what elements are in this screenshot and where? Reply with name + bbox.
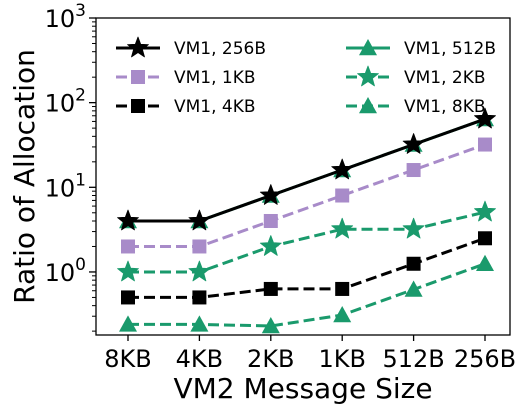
data-point xyxy=(402,217,425,239)
series-line xyxy=(128,143,486,248)
legend-label: VM1, 4KB xyxy=(174,97,256,117)
data-point xyxy=(476,254,494,271)
series-line xyxy=(128,236,486,299)
data-point xyxy=(117,209,139,231)
legend-marker xyxy=(357,65,379,87)
legend-label: VM1, 256B xyxy=(174,39,266,59)
data-point xyxy=(406,256,421,271)
data-point xyxy=(119,315,137,332)
data-point xyxy=(192,239,207,254)
legend-entry: VM1, 2KB xyxy=(346,65,486,88)
legend-label: VM1, 1KB xyxy=(174,68,256,88)
legend-entry: VM1, 8KB xyxy=(346,97,486,117)
data-point xyxy=(121,239,135,254)
series-line xyxy=(128,210,486,274)
legend-marker xyxy=(359,97,377,114)
y-tick-label-base: 10 xyxy=(45,90,76,118)
data-point xyxy=(406,163,421,178)
series-group xyxy=(117,200,496,282)
data-point xyxy=(263,213,278,228)
series-line xyxy=(128,117,486,223)
series-group xyxy=(121,231,492,305)
data-point xyxy=(474,107,496,129)
y-axis-title: Ratio of Allocation xyxy=(8,49,41,304)
legend-entry: VM1, 512B xyxy=(346,39,496,59)
legend-marker xyxy=(127,36,149,58)
data-point xyxy=(478,231,492,246)
y-tick-label-base: 10 xyxy=(45,259,76,287)
data-point xyxy=(335,281,350,296)
y-tick-label: 101 xyxy=(45,170,86,202)
series-group xyxy=(119,254,494,334)
plot-frame xyxy=(95,17,511,336)
legend-marker xyxy=(359,39,377,56)
data-point xyxy=(404,280,423,297)
y-tick-label-base: 10 xyxy=(45,174,76,202)
legend-label: VM1, 2KB xyxy=(404,68,486,88)
y-tick-label-exponent: 0 xyxy=(75,255,86,275)
y-tick-label: 103 xyxy=(45,1,86,33)
y-tick-label-exponent: 1 xyxy=(75,170,86,190)
legend-entry: VM1, 256B xyxy=(116,36,266,59)
legend-label: VM1, 512B xyxy=(404,39,496,59)
data-point xyxy=(188,260,211,282)
series-group xyxy=(121,137,492,254)
x-tick-label: 2KB xyxy=(247,345,294,373)
legend-marker xyxy=(131,99,145,113)
data-point xyxy=(335,188,350,203)
data-point xyxy=(261,316,280,334)
y-tick-label-base: 10 xyxy=(45,5,76,33)
data-point xyxy=(263,281,278,296)
data-point xyxy=(333,306,352,323)
x-tick-label: 256B xyxy=(454,345,516,373)
series-line xyxy=(128,117,486,223)
data-point xyxy=(474,200,496,222)
series-group xyxy=(119,110,494,229)
data-point xyxy=(121,290,135,305)
legend-marker xyxy=(131,70,145,84)
data-point xyxy=(478,137,492,152)
data-point xyxy=(190,315,209,332)
x-axis-title: VM2 Message Size xyxy=(173,372,432,405)
series-group xyxy=(117,107,496,231)
y-tick-label-exponent: 2 xyxy=(75,86,86,106)
legend: VM1, 256B VM1, 512B VM1, 1KB VM1, 2KB VM1, 4… xyxy=(116,36,496,117)
data-point xyxy=(259,184,282,205)
y-tick-label: 102 xyxy=(45,86,86,118)
data-point xyxy=(188,209,211,231)
x-tick-label: 8KB xyxy=(104,345,151,373)
data-point xyxy=(331,158,354,180)
data-point xyxy=(402,133,425,154)
legend-entry: VM1, 1KB xyxy=(116,68,256,88)
series-line xyxy=(128,262,486,328)
x-tick-label: 512B xyxy=(382,345,444,373)
y-tick-label-exponent: 3 xyxy=(75,1,86,21)
x-tick-label: 1KB xyxy=(318,345,365,373)
y-tick-label: 100 xyxy=(45,255,86,287)
data-point xyxy=(117,260,139,282)
data-point xyxy=(192,290,207,305)
x-tick-label: 4KB xyxy=(176,345,223,373)
data-point xyxy=(259,235,282,256)
data-point xyxy=(331,217,354,239)
legend-label: VM1, 8KB xyxy=(404,97,486,117)
legend-entry: VM1, 4KB xyxy=(116,97,256,117)
